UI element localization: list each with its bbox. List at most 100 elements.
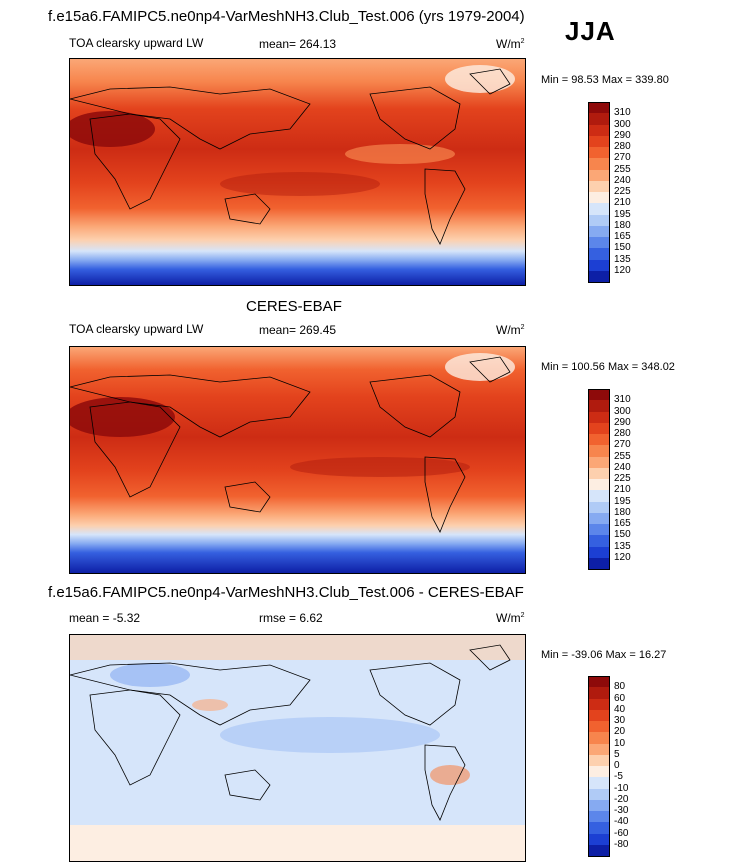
panel2-minmax: Min = 100.56 Max = 348.02	[541, 361, 675, 373]
colorbar-tick-label: 310	[614, 394, 631, 406]
colorbar-tick-label: 300	[614, 405, 631, 417]
colorbar-box	[588, 777, 610, 789]
colorbar-tick-label: 150	[614, 242, 631, 254]
colorbar-tick-label: 5	[614, 748, 620, 760]
colorbar-box	[588, 270, 610, 283]
panel3-units-label: W/m2	[496, 611, 525, 625]
colorbar-tick-label: 195	[614, 208, 631, 220]
colorbar-tick-label: -40	[614, 816, 629, 828]
colorbar-tick-label: 280	[614, 428, 631, 439]
colorbar-tick-label: 210	[614, 197, 631, 209]
colorbar-box	[588, 158, 610, 170]
colorbar-tick-label: 280	[614, 141, 631, 152]
colorbar-tick-label: -5	[614, 771, 623, 783]
colorbar-box	[588, 557, 610, 570]
panel2-units-label: W/m2	[496, 323, 525, 337]
colorbar-box	[588, 169, 610, 181]
panel3-rmse-label: rmse = 6.62	[259, 611, 323, 625]
colorbar-tick-label: 195	[614, 495, 631, 507]
colorbar-box	[588, 422, 610, 434]
colorbar-box	[588, 259, 610, 271]
colorbar-tick-label: 135	[614, 253, 631, 265]
colorbar-tick-label: -80	[614, 838, 629, 850]
colorbar-tick-label: -10	[614, 782, 629, 794]
colorbar-box	[588, 102, 610, 115]
colorbar-tick-label: 80	[614, 681, 626, 693]
colorbar-tick-label: 120	[614, 264, 631, 276]
panel2-map	[69, 346, 526, 574]
colorbar-box	[588, 147, 610, 159]
colorbar-tick-label: 120	[614, 551, 631, 563]
colorbar-tick-label: 0	[614, 760, 620, 771]
colorbar-tick-label: 270	[614, 152, 631, 164]
colorbar-box	[588, 434, 610, 446]
colorbar-box	[588, 113, 610, 125]
colorbar-box	[588, 698, 610, 710]
colorbar-box	[588, 524, 610, 536]
colorbar-box	[588, 490, 610, 502]
colorbar-tick-label: -60	[614, 827, 629, 839]
colorbar-box	[588, 799, 610, 811]
colorbar-box	[588, 445, 610, 457]
colorbar-box	[588, 687, 610, 699]
colorbar-tick-label: 165	[614, 231, 631, 242]
colorbar-tick-label: -30	[614, 805, 629, 816]
colorbar-box	[588, 456, 610, 468]
colorbar-box	[588, 400, 610, 412]
colorbar-tick-label: 225	[614, 473, 631, 484]
colorbar-tick-label: 225	[614, 186, 631, 197]
colorbar-box	[588, 411, 610, 423]
panel3-title: f.e15a6.FAMIPC5.ne0np4-VarMeshNH3.Club_T…	[48, 584, 524, 601]
colorbar-tick-label: 40	[614, 703, 626, 715]
panel3-map	[69, 634, 526, 862]
colorbar-tick-label: 290	[614, 129, 631, 141]
colorbar-tick-label: 20	[614, 726, 626, 738]
colorbar-tick-label: 255	[614, 163, 631, 175]
panel3-minmax: Min = -39.06 Max = 16.27	[541, 649, 667, 661]
colorbar-tick-label: 180	[614, 506, 631, 518]
panel1-units-label: W/m2	[496, 37, 525, 51]
panel2-title: CERES-EBAF	[246, 298, 342, 315]
colorbar-tick-label: 300	[614, 118, 631, 130]
colorbar-box	[588, 248, 610, 260]
panel2-mean-label: mean= 269.45	[259, 323, 337, 337]
colorbar-tick-label: 60	[614, 692, 626, 704]
colorbar-tick-label: 165	[614, 518, 631, 529]
colorbar-box	[588, 754, 610, 766]
colorbar-box	[588, 535, 610, 547]
colorbar-box	[588, 844, 610, 857]
panel1-title: f.e15a6.FAMIPC5.ne0np4-VarMeshNH3.Club_T…	[48, 8, 525, 25]
colorbar-box	[588, 214, 610, 226]
colorbar-box	[588, 389, 610, 402]
colorbar-box	[588, 479, 610, 491]
colorbar-tick-label: 310	[614, 107, 631, 119]
colorbar-box	[588, 732, 610, 744]
panel3-mean-label: mean = -5.32	[69, 611, 141, 625]
colorbar-box	[588, 203, 610, 215]
colorbar-box	[588, 135, 610, 147]
panel1-variable-label: TOA clearsky upward LW	[69, 36, 204, 50]
colorbar-tick-label: 150	[614, 529, 631, 541]
colorbar-tick-label: 240	[614, 174, 631, 186]
colorbar-box	[588, 766, 610, 778]
colorbar-box	[588, 811, 610, 823]
panel1-map	[69, 58, 526, 286]
panel1-minmax: Min = 98.53 Max = 339.80	[541, 74, 669, 86]
colorbar-box	[588, 512, 610, 524]
colorbar-tick-label: 270	[614, 439, 631, 451]
colorbar-box	[588, 788, 610, 800]
colorbar-tick-label: 255	[614, 450, 631, 462]
colorbar-box	[588, 709, 610, 721]
colorbar-box	[588, 237, 610, 249]
colorbar-box	[588, 180, 610, 192]
colorbar-box	[588, 676, 610, 689]
panel2-variable-label: TOA clearsky upward LW	[69, 322, 204, 336]
colorbar-tick-label: 135	[614, 540, 631, 552]
panel1-mean-label: mean= 264.13	[259, 37, 337, 51]
colorbar-tick-label: 30	[614, 715, 626, 726]
season-label: JJA	[565, 16, 616, 46]
colorbar-tick-label: 240	[614, 461, 631, 473]
colorbar-tick-label: 290	[614, 416, 631, 428]
colorbar-box	[588, 192, 610, 204]
colorbar-box	[588, 546, 610, 558]
